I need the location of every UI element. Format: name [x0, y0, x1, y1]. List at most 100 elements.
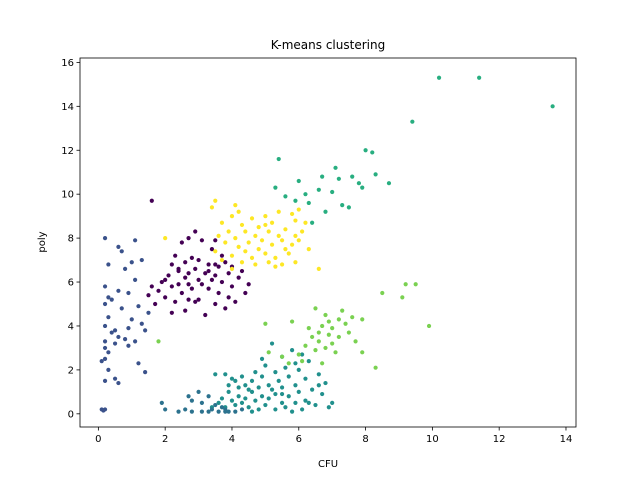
- data-point-cluster-3: [199, 400, 205, 405]
- y-tick-label: 6: [68, 278, 74, 289]
- data-point-cluster-3: [226, 409, 231, 414]
- x-tick-label: 2: [162, 434, 168, 445]
- data-point-cluster-6: [283, 246, 288, 252]
- data-point-cluster-0: [166, 273, 171, 278]
- data-point-cluster-6: [209, 205, 215, 210]
- data-point-cluster-2: [303, 376, 308, 381]
- data-point-cluster-6: [163, 236, 168, 241]
- y-tick-label: 2: [68, 365, 74, 376]
- data-point-cluster-4: [370, 150, 375, 155]
- data-point-cluster-2: [283, 365, 288, 370]
- data-point-cluster-2: [326, 405, 331, 410]
- data-point-cluster-6: [279, 238, 285, 243]
- data-point-cluster-1: [133, 238, 138, 243]
- data-point-cluster-6: [229, 266, 235, 271]
- data-point-cluster-1: [106, 350, 111, 355]
- data-point-cluster-6: [236, 244, 241, 249]
- y-axis: 0 2 4 6 8 10 12 14 16: [61, 58, 80, 420]
- data-point-cluster-2: [236, 385, 241, 390]
- data-point-cluster-4: [340, 203, 345, 208]
- data-point-cluster-3: [219, 405, 225, 410]
- data-point-cluster-5: [310, 334, 315, 340]
- data-point-cluster-4: [363, 148, 368, 153]
- x-tick-label: 14: [560, 434, 573, 445]
- data-point-cluster-5: [336, 317, 341, 322]
- data-point-cluster-5: [330, 341, 335, 346]
- data-point-cluster-1: [109, 297, 114, 302]
- data-point-cluster-2: [316, 372, 321, 377]
- data-point-cluster-0: [189, 286, 194, 291]
- data-point-cluster-6: [239, 222, 245, 228]
- data-point-cluster-0: [223, 260, 228, 265]
- data-point-cluster-1: [106, 262, 111, 267]
- data-point-cluster-0: [233, 299, 238, 304]
- data-point-cluster-2: [330, 400, 335, 405]
- data-point-cluster-4: [303, 192, 308, 197]
- data-point-cluster-0: [236, 275, 241, 280]
- data-point-cluster-4: [296, 178, 301, 184]
- data-point-cluster-6: [243, 249, 248, 254]
- data-point-cluster-6: [246, 240, 251, 245]
- data-point-cluster-1: [129, 317, 134, 322]
- data-point-cluster-2: [269, 387, 275, 392]
- data-point-cluster-2: [289, 348, 295, 353]
- x-axis-label: CFU: [318, 459, 338, 470]
- data-point-cluster-3: [183, 407, 188, 412]
- data-point-cluster-0: [146, 293, 151, 298]
- data-point-cluster-6: [229, 214, 235, 219]
- data-point-cluster-6: [243, 229, 248, 234]
- data-point-cluster-6: [263, 251, 268, 256]
- data-point-cluster-6: [303, 220, 308, 225]
- data-point-cluster-5: [263, 321, 268, 326]
- data-point-cluster-4: [373, 172, 378, 177]
- data-point-cluster-2: [236, 394, 241, 399]
- data-point-cluster-3: [186, 394, 191, 399]
- data-point-cluster-2: [223, 372, 228, 377]
- data-point-cluster-0: [196, 257, 201, 263]
- data-point-cluster-4: [276, 156, 281, 162]
- data-point-cluster-2: [286, 394, 291, 399]
- data-point-cluster-0: [163, 277, 168, 282]
- data-point-cluster-4: [316, 187, 321, 192]
- data-point-cluster-6: [233, 203, 238, 208]
- y-tick-label: 10: [61, 190, 74, 201]
- data-point-cluster-2: [253, 369, 258, 375]
- data-point-cluster-6: [293, 218, 298, 223]
- data-point-cluster-0: [213, 273, 218, 278]
- data-point-cluster-5: [320, 361, 325, 366]
- data-point-cluster-0: [186, 271, 191, 276]
- data-point-cluster-2: [283, 405, 288, 410]
- data-point-cluster-0: [203, 271, 208, 276]
- data-point-cluster-2: [246, 387, 251, 392]
- data-point-cluster-1: [129, 260, 134, 265]
- data-point-cluster-3: [199, 409, 205, 414]
- data-point-cluster-2: [216, 400, 221, 405]
- data-point-cluster-6: [249, 216, 255, 221]
- data-point-cluster-0: [213, 238, 218, 243]
- data-point-cluster-6: [266, 260, 271, 265]
- data-point-cluster-5: [360, 350, 365, 355]
- data-point-cluster-1: [116, 380, 121, 386]
- data-point-cluster-0: [186, 282, 191, 287]
- data-point-cluster-2: [310, 387, 315, 392]
- data-point-cluster-2: [256, 407, 261, 412]
- data-point-cluster-2: [239, 374, 245, 379]
- data-point-cluster-2: [229, 376, 235, 381]
- data-point-cluster-2: [259, 394, 265, 399]
- data-point-cluster-2: [323, 380, 328, 386]
- data-point-cluster-0: [149, 284, 154, 289]
- data-point-cluster-0: [183, 260, 188, 265]
- data-point-cluster-5: [306, 326, 311, 331]
- data-point-cluster-1: [112, 376, 118, 381]
- data-point-cluster-5: [400, 295, 405, 300]
- plot-area: [80, 58, 576, 427]
- data-point-cluster-0: [219, 279, 225, 285]
- data-point-cluster-0: [173, 299, 178, 304]
- data-point-cluster-1: [101, 408, 106, 413]
- data-point-cluster-2: [239, 400, 245, 405]
- data-point-cluster-5: [296, 352, 301, 357]
- x-tick-label: 0: [95, 434, 101, 445]
- data-point-cluster-2: [243, 396, 248, 401]
- data-point-cluster-6: [236, 209, 241, 214]
- data-point-cluster-0: [149, 198, 154, 203]
